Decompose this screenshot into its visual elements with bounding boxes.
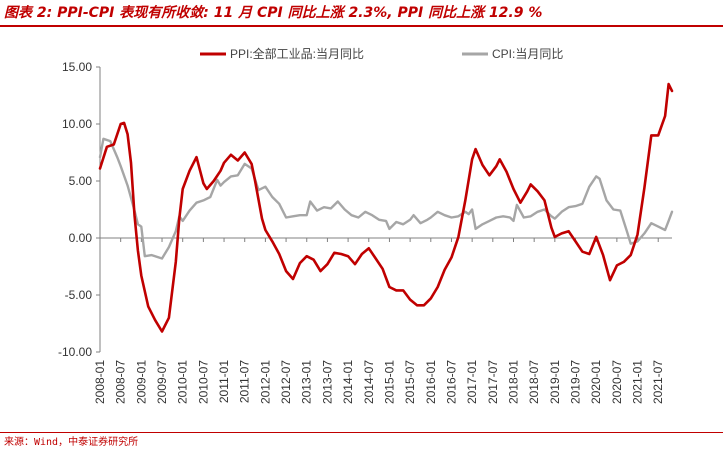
- x-tick-label: 2013-01: [300, 360, 314, 404]
- x-tick-label: 2009-01: [134, 360, 148, 404]
- y-tick-label: 15.00: [62, 60, 92, 74]
- x-tick-label: 2016-01: [424, 360, 438, 404]
- footer-rule: [0, 432, 723, 433]
- x-tick-label: 2009-07: [155, 360, 169, 404]
- figure-title: 图表 2: PPI-CPI 表现有所收敛: 11 月 CPI 同比上涨 2.3%…: [4, 5, 543, 21]
- y-tick-label: -5.00: [65, 288, 93, 302]
- x-tick-label: 2008-01: [93, 360, 107, 404]
- source-note: 来源：Wind，中泰证券研究所: [4, 437, 139, 448]
- x-tick-label: 2008-07: [114, 360, 128, 404]
- x-tick-label: 2019-07: [569, 360, 583, 404]
- x-tick-label: 2018-01: [506, 360, 520, 404]
- y-tick-label: 10.00: [62, 117, 92, 131]
- x-tick-label: 2020-07: [610, 360, 624, 404]
- title-rule: [0, 25, 723, 27]
- x-tick-label: 2015-01: [382, 360, 396, 404]
- legend-label-cpi: CPI:当月同比: [492, 47, 563, 61]
- x-tick-label: 2020-01: [589, 360, 603, 404]
- x-tick-label: 2010-01: [176, 360, 190, 404]
- x-tick-label: 2017-01: [465, 360, 479, 404]
- x-tick-label: 2012-07: [279, 360, 293, 404]
- chart-series: [98, 82, 674, 333]
- x-tick-label: 2011-07: [238, 360, 252, 403]
- y-tick-label: 5.00: [69, 174, 93, 188]
- series-line-cpi: [98, 137, 674, 260]
- x-tick-label: 2021-01: [631, 360, 645, 404]
- x-tick-label: 2012-01: [258, 360, 272, 404]
- legend-label-ppi: PPI:全部工业品:当月同比: [230, 46, 364, 61]
- x-tick-label: 2018-07: [527, 360, 541, 404]
- x-tick-label: 2016-07: [444, 360, 458, 404]
- x-tick-label: 2017-07: [486, 360, 500, 404]
- x-tick-label: 2010-07: [196, 360, 210, 404]
- chart-legend: PPI:全部工业品:当月同比 CPI:当月同比: [200, 46, 563, 61]
- x-tick-label: 2013-07: [320, 360, 334, 404]
- y-tick-label: -10.00: [58, 345, 92, 359]
- x-tick-label: 2021-07: [651, 360, 665, 404]
- x-tick-label: 2014-01: [341, 360, 355, 404]
- y-tick-label: 0.00: [69, 231, 93, 245]
- x-tick-label: 2014-07: [362, 360, 376, 404]
- x-tick-label: 2015-07: [403, 360, 417, 404]
- series-line-ppi: [98, 82, 674, 333]
- x-tick-label: 2011-01: [217, 360, 231, 403]
- x-tick-label: 2019-01: [548, 360, 562, 404]
